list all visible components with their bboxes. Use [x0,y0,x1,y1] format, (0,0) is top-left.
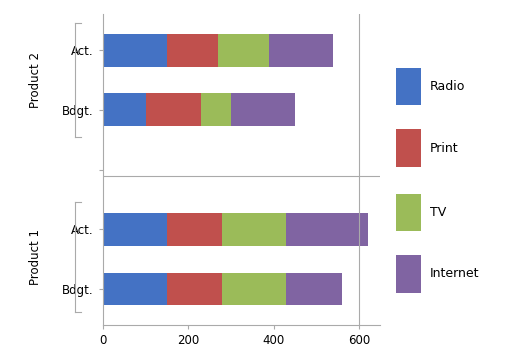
Bar [231,94,295,126]
Bar [103,94,145,126]
Bar [103,213,167,246]
Bar [103,273,167,306]
Text: Print: Print [430,142,458,155]
Bar [223,273,286,306]
Bar [286,213,368,246]
Bar [269,34,334,66]
Text: Radio: Radio [430,80,465,93]
Text: Product 2: Product 2 [29,52,43,108]
Bar [103,34,167,66]
Text: TV: TV [430,206,446,219]
Bar [223,213,286,246]
Bar [145,94,201,126]
Bar [201,94,231,126]
Bar [396,255,420,293]
Text: Internet: Internet [430,267,479,281]
Bar [167,34,218,66]
Bar [286,273,342,306]
Bar [218,34,269,66]
Bar [167,273,223,306]
Bar [396,193,420,231]
Bar [167,213,223,246]
Bar [396,68,420,105]
Bar [396,129,420,167]
Text: Product 1: Product 1 [29,229,43,285]
